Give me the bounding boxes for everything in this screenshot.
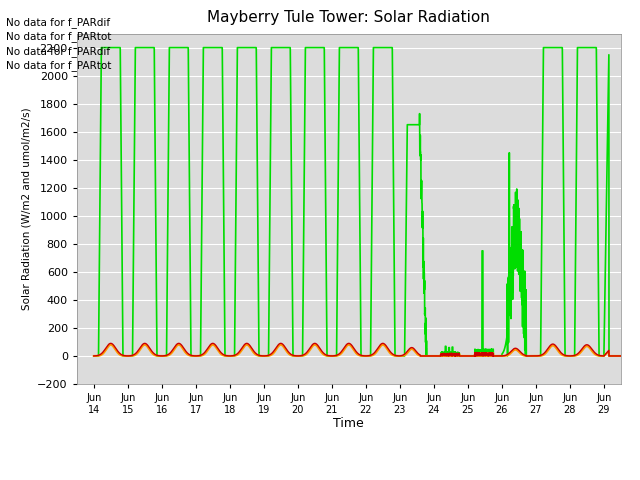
Text: No data for f_PARtot: No data for f_PARtot xyxy=(6,60,112,71)
X-axis label: Time: Time xyxy=(333,418,364,431)
Text: PAR_tule: PAR_tule xyxy=(0,479,1,480)
Text: No data for f_PARdif: No data for f_PARdif xyxy=(6,46,111,57)
Y-axis label: Solar Radiation (W/m2 and umol/m2/s): Solar Radiation (W/m2 and umol/m2/s) xyxy=(22,108,32,310)
Title: Mayberry Tule Tower: Solar Radiation: Mayberry Tule Tower: Solar Radiation xyxy=(207,11,490,25)
Text: No data for f_PARtot: No data for f_PARtot xyxy=(6,31,112,42)
Text: No data for f_PARdif: No data for f_PARdif xyxy=(6,17,111,28)
